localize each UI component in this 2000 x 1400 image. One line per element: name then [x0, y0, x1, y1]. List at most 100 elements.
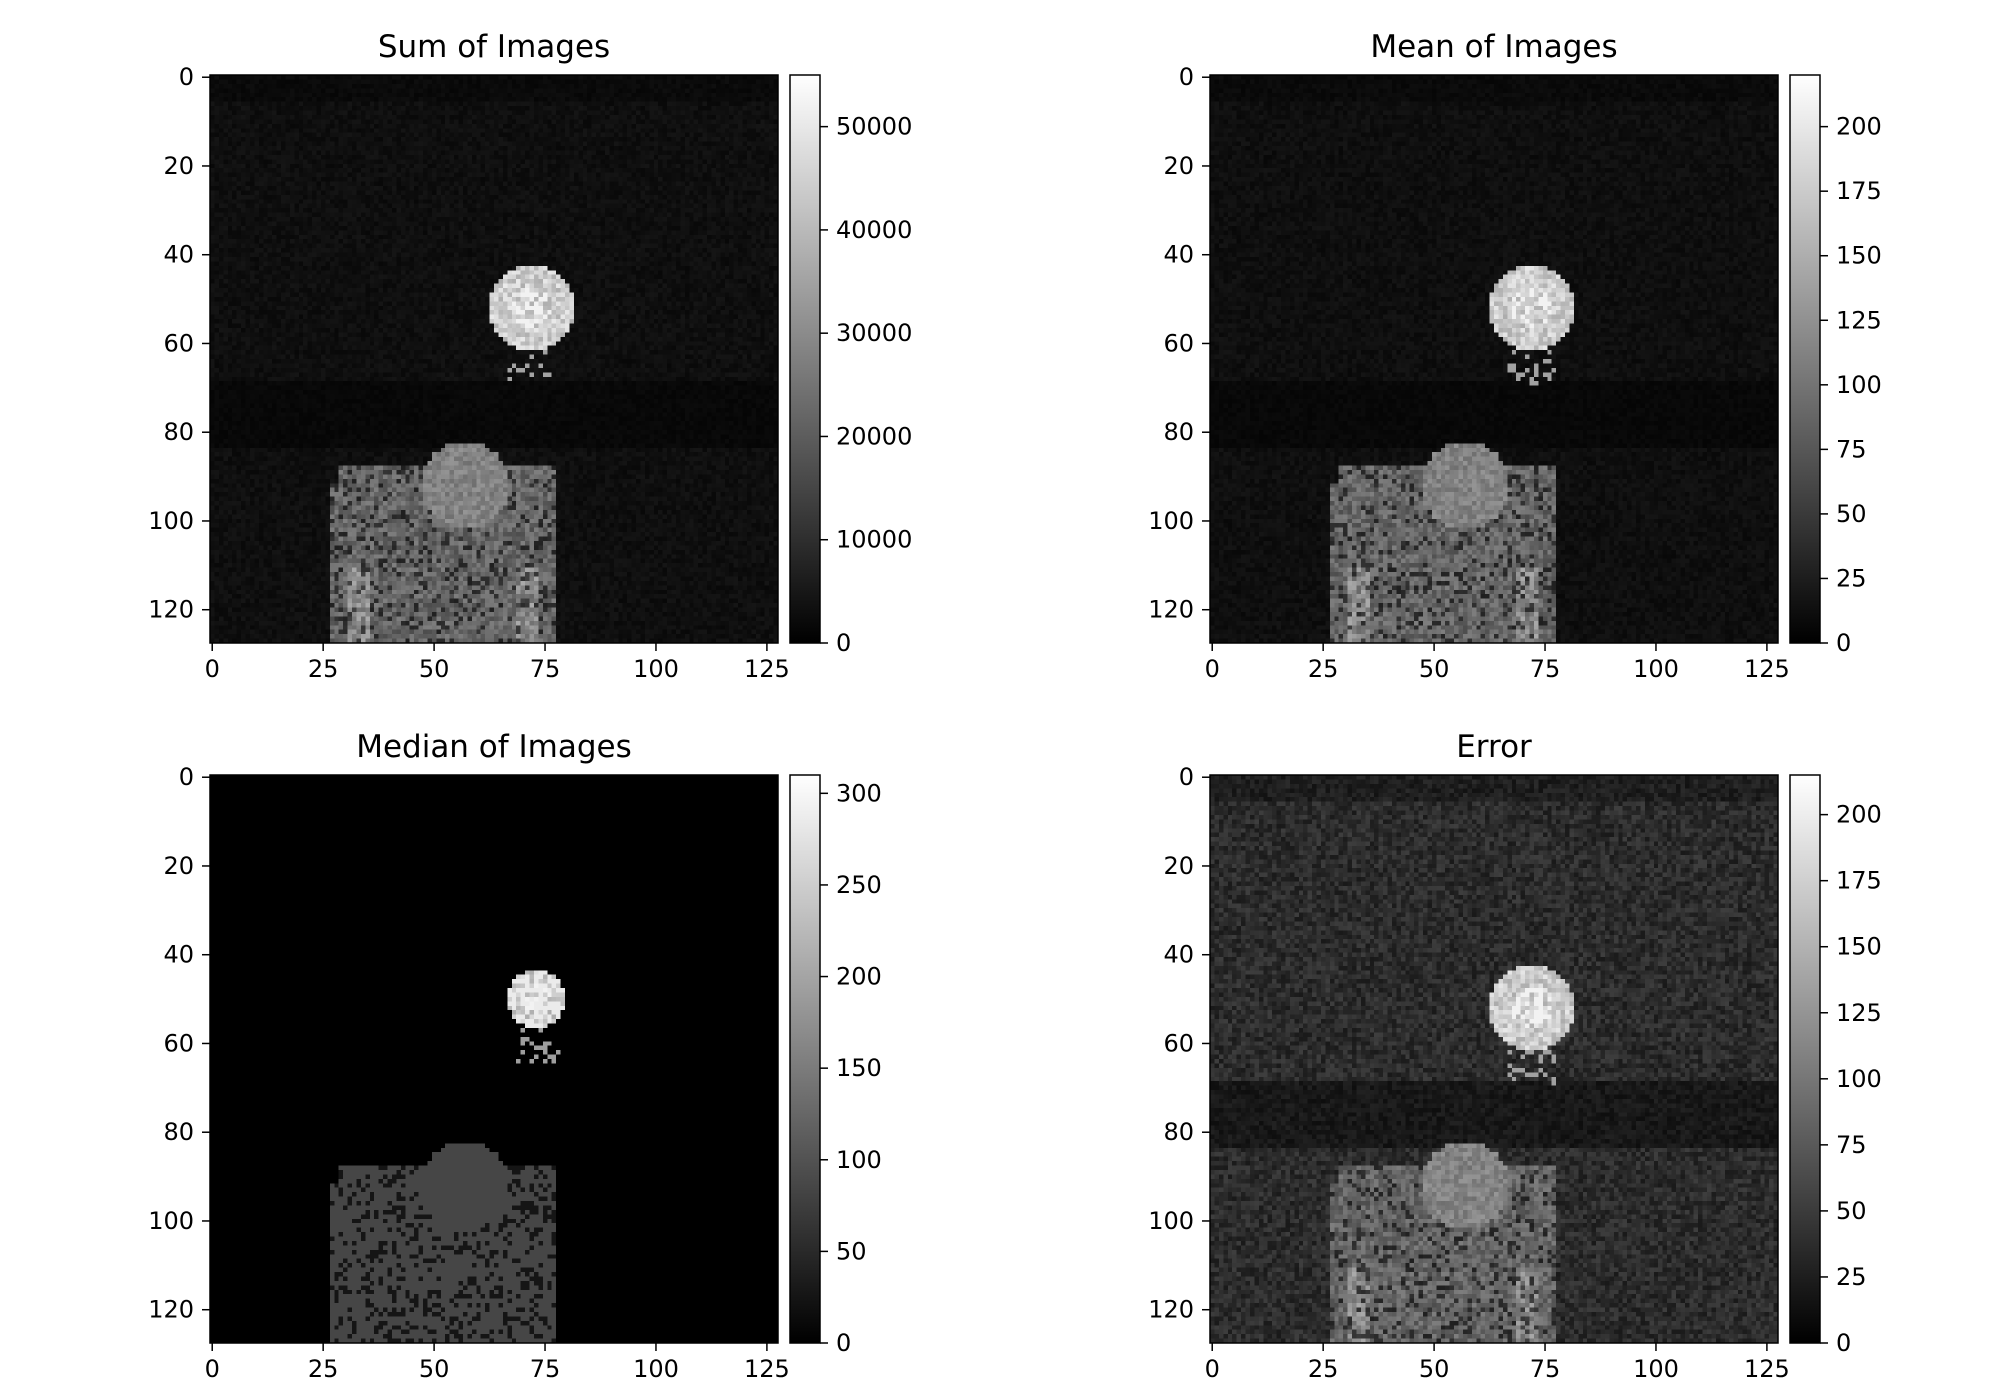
x-tick-label: 125 — [1744, 1355, 1790, 1383]
colorbar-tick-label: 125 — [1836, 999, 1882, 1027]
heatmap-mean-of-images: Mean of Images 0 25 50 75 100 125 0 20 40 60 80 100… — [1148, 29, 1882, 683]
colorbar-tick-label: 175 — [1836, 867, 1882, 895]
colorbar-tick-label: 125 — [1836, 306, 1882, 334]
colorbar-tick-label: 50 — [1836, 500, 1867, 528]
heatmap-image — [210, 775, 778, 1343]
x-tick-label: 75 — [530, 1355, 561, 1383]
y-tick-label: 0 — [1179, 763, 1194, 791]
y-tick-label: 60 — [163, 329, 194, 357]
colorbar-tick-label: 0 — [1836, 1329, 1851, 1357]
colorbar-tick-label: 25 — [1836, 1263, 1867, 1291]
x-tick-label: 75 — [530, 655, 561, 683]
colorbar-tick-label: 20000 — [836, 422, 912, 450]
x-tick-label: 0 — [1205, 655, 1220, 683]
y-tick-label: 40 — [1163, 241, 1194, 269]
y-tick-label: 100 — [148, 1207, 194, 1235]
x-tick-label: 0 — [205, 1355, 220, 1383]
y-tick-label: 0 — [1179, 63, 1194, 91]
colorbar-tick-label: 30000 — [836, 319, 912, 347]
colorbar — [790, 775, 820, 1343]
colorbar-tick-label: 100 — [1836, 371, 1882, 399]
y-tick-label: 60 — [1163, 1029, 1194, 1057]
colorbar-tick-label: 250 — [836, 871, 882, 899]
heatmap-image — [1210, 75, 1778, 643]
chart-title: Error — [1456, 729, 1532, 765]
chart-title: Sum of Images — [378, 29, 610, 65]
y-tick-label: 40 — [163, 241, 194, 269]
x-tick-label: 100 — [633, 1355, 679, 1383]
x-tick-label: 125 — [1744, 655, 1790, 683]
colorbar-tick-label: 200 — [1836, 801, 1882, 829]
colorbar-tick-label: 50 — [836, 1237, 867, 1265]
y-tick-label: 100 — [1148, 1207, 1194, 1235]
y-tick-label: 120 — [1148, 596, 1194, 624]
x-tick-label: 25 — [308, 655, 339, 683]
colorbar-tick-label: 0 — [836, 629, 851, 657]
chart-title: Median of Images — [356, 729, 632, 765]
y-tick-label: 20 — [163, 152, 194, 180]
colorbar-tick-label: 0 — [836, 1329, 851, 1357]
y-tick-label: 20 — [163, 852, 194, 880]
x-tick-label: 0 — [1205, 1355, 1220, 1383]
colorbar-frame — [1789, 774, 1821, 1344]
y-tick-label: 40 — [1163, 941, 1194, 969]
colorbar — [790, 75, 820, 643]
colorbar-tick-label: 200 — [836, 963, 882, 991]
colorbar-tick-label: 175 — [1836, 177, 1882, 205]
y-tick-label: 80 — [1163, 418, 1194, 446]
y-tick-label: 80 — [1163, 1118, 1194, 1146]
colorbar-tick-label: 150 — [836, 1054, 882, 1082]
colorbar-tick-label: 75 — [1836, 1131, 1867, 1159]
x-tick-label: 100 — [633, 655, 679, 683]
colorbar-tick-label: 200 — [1836, 113, 1882, 141]
colorbar-tick-label: 40000 — [836, 216, 912, 244]
colorbar-tick-label: 150 — [1836, 242, 1882, 270]
x-tick-label: 25 — [308, 1355, 339, 1383]
y-tick-label: 120 — [1148, 1296, 1194, 1324]
colorbar — [1790, 775, 1820, 1343]
plot-frame — [1209, 774, 1779, 1344]
y-tick-label: 120 — [148, 596, 194, 624]
plot-frame — [209, 74, 779, 644]
plot-frame — [209, 774, 779, 1344]
x-tick-label: 50 — [419, 655, 450, 683]
colorbar-frame — [1789, 74, 1821, 644]
x-tick-label: 100 — [1633, 655, 1679, 683]
colorbar-tick-label: 50 — [1836, 1197, 1867, 1225]
x-tick-label: 0 — [205, 655, 220, 683]
x-tick-label: 75 — [1530, 1355, 1561, 1383]
heatmap-image — [1210, 775, 1778, 1343]
x-tick-label: 25 — [1308, 655, 1339, 683]
y-tick-label: 100 — [148, 507, 194, 535]
y-tick-label: 100 — [1148, 507, 1194, 535]
colorbar-tick-label: 50000 — [836, 113, 912, 141]
x-tick-label: 25 — [1308, 1355, 1339, 1383]
heatmap-sum-of-images: Sum of Images 0 25 50 75 100 125 0 20 40 60 80 100 1… — [148, 29, 912, 683]
plot-frame — [1209, 74, 1779, 644]
chart-title: Mean of Images — [1370, 29, 1617, 65]
colorbar-tick-label: 0 — [1836, 629, 1851, 657]
y-tick-label: 20 — [1163, 852, 1194, 880]
y-tick-label: 120 — [148, 1296, 194, 1324]
colorbar-tick-label: 150 — [1836, 933, 1882, 961]
colorbar-tick-label: 10000 — [836, 526, 912, 554]
x-tick-label: 50 — [419, 1355, 450, 1383]
x-tick-label: 125 — [744, 1355, 790, 1383]
y-tick-label: 40 — [163, 941, 194, 969]
colorbar-frame — [789, 774, 821, 1344]
y-tick-label: 0 — [179, 63, 194, 91]
x-tick-label: 100 — [1633, 1355, 1679, 1383]
colorbar — [1790, 75, 1820, 643]
y-tick-label: 60 — [163, 1029, 194, 1057]
colorbar-frame — [789, 74, 821, 644]
colorbar-tick-label: 100 — [1836, 1065, 1882, 1093]
colorbar-tick-label: 100 — [836, 1146, 882, 1174]
heatmap-median-of-images: Median of Images 0 25 50 75 100 125 0 20 40 60 80 1… — [148, 729, 882, 1383]
x-tick-label: 50 — [1419, 655, 1450, 683]
y-tick-label: 0 — [179, 763, 194, 791]
colorbar-tick-label: 300 — [836, 779, 882, 807]
y-tick-label: 80 — [163, 1118, 194, 1146]
x-tick-label: 50 — [1419, 1355, 1450, 1383]
y-tick-label: 80 — [163, 418, 194, 446]
y-tick-label: 20 — [1163, 152, 1194, 180]
